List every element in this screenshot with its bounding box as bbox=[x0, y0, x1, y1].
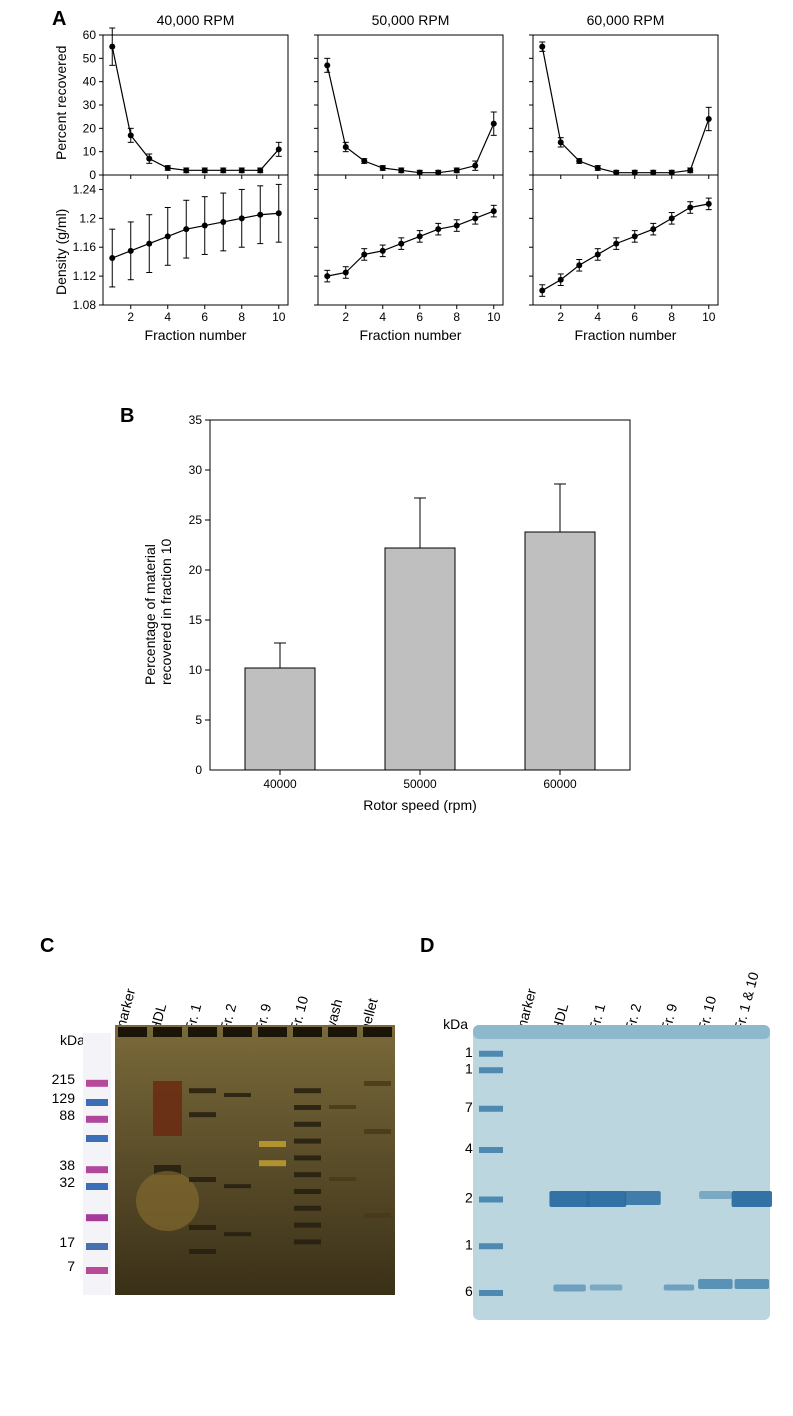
svg-text:kDa: kDa bbox=[443, 1016, 468, 1032]
svg-text:17: 17 bbox=[59, 1234, 75, 1250]
svg-text:25: 25 bbox=[189, 513, 203, 527]
figure: A Percent recoveredDensity (g/ml)40,000 … bbox=[0, 0, 793, 1416]
svg-text:10: 10 bbox=[487, 310, 501, 324]
svg-text:20: 20 bbox=[189, 563, 203, 577]
panel-b-chart: 5 10 15 20 25 30 35 0 40000 50000 60000 Rotor speed… bbox=[135, 400, 655, 830]
svg-text:40,000 RPM: 40,000 RPM bbox=[157, 12, 235, 28]
svg-text:Percent recovered: Percent recovered bbox=[53, 46, 69, 160]
panel-d-gel: markerHDLFr. 1Fr. 2Fr. 9Fr. 10Fr. 1 & 10… bbox=[420, 935, 775, 1340]
panel-c-gel: markerHDLFr. 1Fr. 2Fr. 9Fr. 10washpellet… bbox=[40, 935, 400, 1315]
svg-text:10: 10 bbox=[272, 310, 286, 324]
svg-text:15: 15 bbox=[189, 613, 203, 627]
svg-text:1.16: 1.16 bbox=[73, 240, 97, 254]
svg-text:50,000 RPM: 50,000 RPM bbox=[372, 12, 450, 28]
svg-text:1.24: 1.24 bbox=[73, 182, 97, 196]
svg-text:129: 129 bbox=[52, 1090, 76, 1106]
panel-a-charts: Percent recovered Density (g/ml) 40,000 RP… bbox=[48, 10, 768, 350]
svg-text:50: 50 bbox=[83, 51, 97, 65]
svg-text:60: 60 bbox=[83, 28, 97, 42]
svg-text:60000: 60000 bbox=[543, 777, 577, 791]
svg-text:10: 10 bbox=[702, 310, 716, 324]
svg-text:6: 6 bbox=[416, 310, 423, 324]
svg-text:8: 8 bbox=[668, 310, 675, 324]
svg-text:30: 30 bbox=[83, 98, 97, 112]
svg-text:0: 0 bbox=[89, 168, 96, 182]
svg-text:Fraction number: Fraction number bbox=[360, 327, 462, 343]
svg-text:Percentage of material: Percentage of material bbox=[142, 544, 158, 685]
svg-text:6: 6 bbox=[201, 310, 208, 324]
svg-text:7: 7 bbox=[67, 1258, 75, 1274]
svg-text:1.12: 1.12 bbox=[73, 269, 97, 283]
svg-text:4: 4 bbox=[594, 310, 601, 324]
svg-text:Density (g/ml): Density (g/ml) bbox=[53, 209, 69, 295]
svg-text:10: 10 bbox=[83, 145, 97, 159]
svg-text:Fraction number: Fraction number bbox=[575, 327, 677, 343]
svg-text:0: 0 bbox=[195, 763, 202, 777]
svg-text:8: 8 bbox=[453, 310, 460, 324]
svg-text:2: 2 bbox=[342, 310, 349, 324]
svg-text:40: 40 bbox=[83, 75, 97, 89]
svg-text:30: 30 bbox=[189, 463, 203, 477]
svg-text:88: 88 bbox=[59, 1107, 75, 1123]
svg-text:20: 20 bbox=[83, 121, 97, 135]
svg-text:10: 10 bbox=[189, 663, 203, 677]
svg-text:Rotor speed (rpm): Rotor speed (rpm) bbox=[363, 797, 477, 813]
svg-text:8: 8 bbox=[238, 310, 245, 324]
svg-text:4: 4 bbox=[379, 310, 386, 324]
panel-b-label: B bbox=[120, 405, 134, 428]
svg-text:5: 5 bbox=[195, 713, 202, 727]
svg-text:1.2: 1.2 bbox=[79, 211, 96, 225]
svg-text:50000: 50000 bbox=[403, 777, 437, 791]
svg-text:Fraction number: Fraction number bbox=[145, 327, 247, 343]
svg-text:35: 35 bbox=[189, 413, 203, 427]
svg-text:32: 32 bbox=[59, 1174, 75, 1190]
svg-text:215: 215 bbox=[52, 1071, 76, 1087]
svg-text:1.08: 1.08 bbox=[73, 298, 97, 312]
svg-text:recovered in fraction 10: recovered in fraction 10 bbox=[158, 538, 174, 685]
svg-text:40000: 40000 bbox=[263, 777, 297, 791]
svg-text:kDa: kDa bbox=[60, 1032, 85, 1048]
svg-text:60,000 RPM: 60,000 RPM bbox=[587, 12, 665, 28]
svg-text:4: 4 bbox=[164, 310, 171, 324]
svg-text:2: 2 bbox=[127, 310, 134, 324]
svg-text:6: 6 bbox=[631, 310, 638, 324]
svg-text:2: 2 bbox=[557, 310, 564, 324]
svg-text:38: 38 bbox=[59, 1157, 75, 1173]
